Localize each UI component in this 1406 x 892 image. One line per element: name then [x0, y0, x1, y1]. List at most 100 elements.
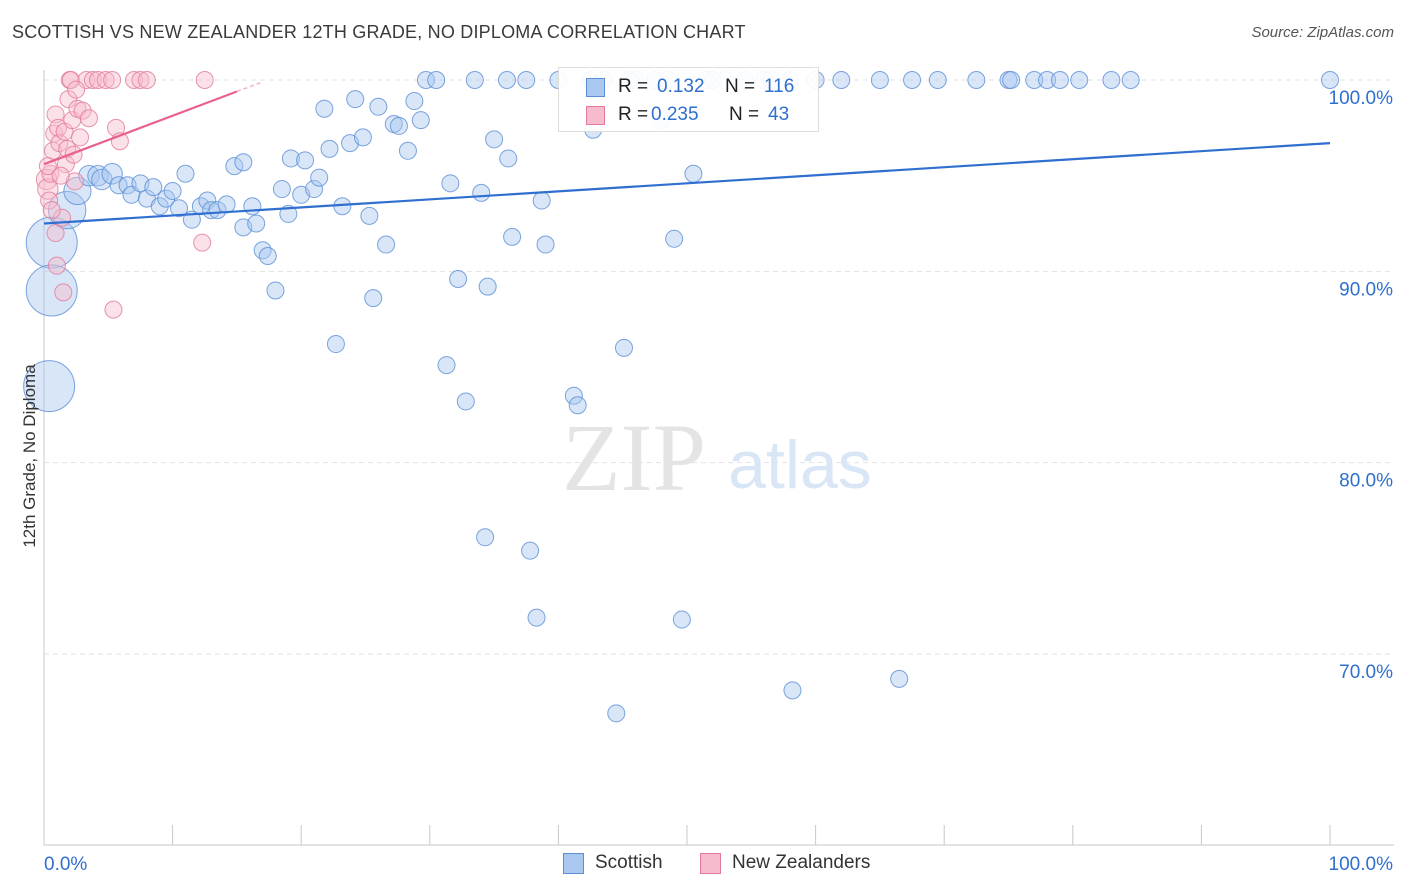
scottish-point-65 [478, 277, 497, 296]
stats-row-scottish: R = 0.132 N = 116 [559, 72, 818, 102]
scottish-point-42 [320, 139, 339, 158]
legend-label-scottish: Scottish [595, 852, 663, 873]
scottish-point-35 [281, 149, 300, 168]
scottish-point-51 [377, 235, 396, 254]
nz-point-26 [83, 71, 102, 89]
nz-swatch [700, 853, 721, 874]
scottish-point-107 [1038, 71, 1057, 89]
scottish-point-62 [456, 392, 475, 411]
nz-point-37 [193, 233, 212, 252]
scottish-point-2 [23, 360, 76, 413]
nz-point-41 [67, 80, 86, 99]
stats-box: R = 0.132 N = 116 R = 0.235 N = 43 [558, 67, 819, 132]
scottish-point-108 [1050, 71, 1069, 89]
scottish-point-111 [1121, 71, 1140, 89]
scottish-point-18 [170, 199, 189, 218]
scottish-point-67 [497, 71, 516, 89]
nz-point-27 [89, 71, 108, 89]
scottish-point-38 [296, 151, 315, 170]
nz-point-17 [62, 71, 81, 89]
scottish-point-98 [832, 71, 851, 89]
r-value: 0.132 [657, 76, 705, 97]
scottish-point-56 [411, 111, 430, 130]
scottish-point-34 [272, 180, 291, 199]
scottish-point-112 [1321, 71, 1339, 89]
watermark-atlas: atlas [728, 427, 872, 503]
scottish-point-66 [485, 130, 504, 149]
scottish-point-105 [1002, 71, 1021, 89]
nz-point-23 [73, 101, 92, 120]
scottish-point-109 [1070, 71, 1089, 89]
scottish-point-100 [890, 669, 909, 688]
nz-point-29 [103, 71, 122, 89]
scottish-point-48 [360, 206, 379, 225]
scottish-point-50 [369, 97, 388, 116]
scottish-point-73 [527, 608, 546, 627]
scottish-point-103 [967, 71, 986, 89]
nz-point-36 [195, 71, 214, 89]
scottish-point-60 [441, 174, 460, 193]
watermark-zip: ZIP [562, 404, 706, 511]
scottish-point-57 [416, 71, 435, 89]
scottish-point-110 [1102, 71, 1121, 89]
nz-trendline-extension [236, 81, 263, 93]
grid [44, 79, 1394, 655]
scottish-point-83 [614, 338, 633, 357]
nz-point-22 [71, 128, 90, 147]
legend-label-nz: New Zealanders [732, 852, 871, 873]
scottish-point-47 [353, 128, 372, 147]
scottish-point-102 [928, 71, 947, 89]
scottish-point-64 [472, 183, 491, 202]
nz-point-39 [42, 201, 61, 220]
y-tick-label-1: 80.0% [1339, 471, 1393, 492]
axes [43, 70, 1394, 846]
scottish-point-59 [437, 356, 456, 375]
trendlines [43, 81, 1331, 225]
scottish-point-72 [521, 541, 540, 560]
scottish-point-58 [427, 71, 446, 89]
data-points [23, 71, 1339, 723]
nz-point-7 [47, 256, 66, 275]
scottish-swatch [563, 853, 584, 874]
scottish-point-90 [684, 164, 703, 183]
y-tick-label-0: 70.0% [1339, 662, 1393, 683]
scottish-point-101 [903, 71, 922, 89]
x-tick-label-0: 0.0% [44, 854, 87, 875]
nz-point-35 [137, 71, 156, 89]
y-axis-label: 12th Grade, No Diploma [20, 364, 39, 548]
scottish-point-54 [398, 141, 417, 160]
scottish-point-6 [87, 164, 109, 187]
scottish-point-75 [536, 235, 555, 254]
scottish-point-31 [253, 241, 272, 260]
scottish-point-78 [568, 396, 587, 415]
nz-point-15 [59, 90, 78, 109]
scottish-point-5 [78, 164, 100, 187]
scottish-point-96 [783, 681, 802, 700]
scottish-point-17 [163, 181, 182, 200]
scottish-point-25 [217, 195, 236, 214]
scottish-point-70 [476, 528, 495, 547]
scottish-point-1 [25, 264, 78, 317]
scottish-point-88 [665, 229, 684, 248]
r-value: 0.235 [651, 104, 699, 125]
scottish-swatch [586, 78, 605, 97]
scottish-point-41 [315, 99, 334, 118]
scottish-point-29 [243, 197, 262, 216]
nz-point-34 [131, 71, 150, 89]
scottish-point-15 [150, 197, 169, 216]
scottish-point-77 [564, 386, 583, 405]
scottish-point-49 [364, 289, 383, 308]
nz-point-28 [96, 71, 115, 89]
legend: Scottish New Zealanders [0, 851, 1406, 881]
r-label: R = [618, 76, 649, 97]
y-tick-label-2: 90.0% [1339, 279, 1393, 300]
scottish-point-36 [279, 204, 298, 223]
nz-trendline [43, 90, 238, 166]
source-label: Source: ZipAtlas.com [1251, 24, 1394, 41]
scottish-point-71 [517, 71, 536, 89]
scottish-point-32 [258, 247, 277, 266]
x-tick-label-1: 100.0% [1329, 854, 1394, 875]
scottish-point-68 [499, 149, 518, 168]
nz-point-6 [46, 105, 65, 124]
scottish-point-39 [305, 180, 324, 199]
